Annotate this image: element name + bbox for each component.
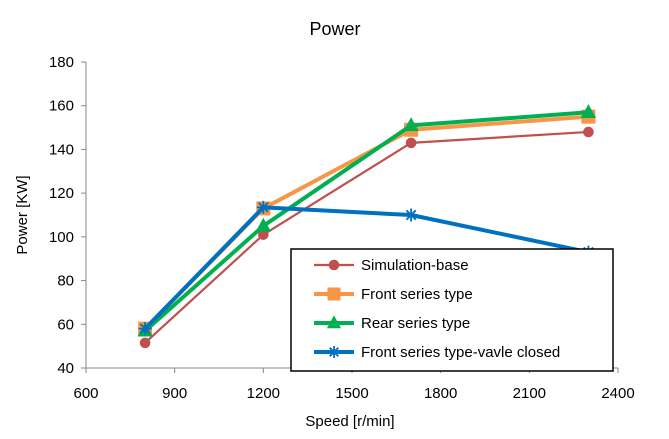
- legend-item: Front series type: [314, 286, 473, 303]
- x-tick-label: 600: [73, 385, 98, 402]
- legend-label: Simulation-base: [361, 257, 469, 274]
- legend-label: Rear series type: [361, 315, 470, 332]
- data-point: [138, 322, 152, 336]
- series-layer: [137, 104, 597, 349]
- legend-label: Front series type: [361, 286, 473, 303]
- series-line: [143, 110, 589, 333]
- y-tick-label: 120: [49, 185, 74, 202]
- series-line: [144, 130, 589, 344]
- y-tick-label: 40: [57, 360, 74, 377]
- series-1: [139, 126, 594, 349]
- legend-item: Front series type-vavle closed: [314, 344, 560, 361]
- y-tick-label: 160: [49, 98, 74, 115]
- y-tick-label: 60: [57, 316, 74, 333]
- legend-label: Front series type-vavle closed: [361, 344, 560, 361]
- data-point: [328, 346, 340, 358]
- data-point: [256, 200, 270, 214]
- data-point: [405, 137, 417, 149]
- x-tick-label: 1500: [335, 385, 368, 402]
- legend-item: Rear series type: [314, 315, 470, 332]
- data-point: [404, 208, 418, 222]
- data-point: [139, 337, 151, 349]
- data-point: [580, 104, 597, 118]
- y-axis-title: Power [KW]: [14, 175, 31, 254]
- legend-item: Simulation-base: [314, 257, 469, 274]
- y-tick-label: 140: [49, 141, 74, 158]
- x-tick-label: 1200: [247, 385, 280, 402]
- data-point-stroke: [405, 209, 417, 221]
- data-point: [328, 259, 340, 271]
- y-tick-label: 180: [49, 54, 74, 71]
- data-point-stroke: [139, 323, 151, 334]
- data-point: [327, 287, 341, 301]
- series-3: [137, 104, 597, 337]
- data-point: [583, 126, 594, 138]
- y-tick-label: 100: [49, 229, 74, 246]
- x-tick-label: 900: [162, 385, 187, 402]
- data-point: [255, 217, 272, 232]
- data-point: [326, 315, 342, 329]
- legend: Simulation-base Front series type Rear ser…: [290, 248, 614, 372]
- series-line: [143, 205, 589, 331]
- y-tick-label: 80: [57, 273, 74, 290]
- x-tick-label: 2100: [513, 385, 546, 402]
- data-point-stroke: [258, 202, 269, 213]
- axes: 40 60 80 100 120 140 160 180 600 900 1200 1500 1800 2…: [49, 54, 635, 402]
- x-tick-label: 2400: [601, 385, 634, 402]
- data-point-stroke: [329, 347, 339, 357]
- chart-title: Power: [309, 19, 360, 39]
- x-tick-label: 1800: [424, 385, 457, 402]
- data-point: [403, 117, 419, 132]
- x-axis-title: Speed [r/min]: [305, 413, 394, 430]
